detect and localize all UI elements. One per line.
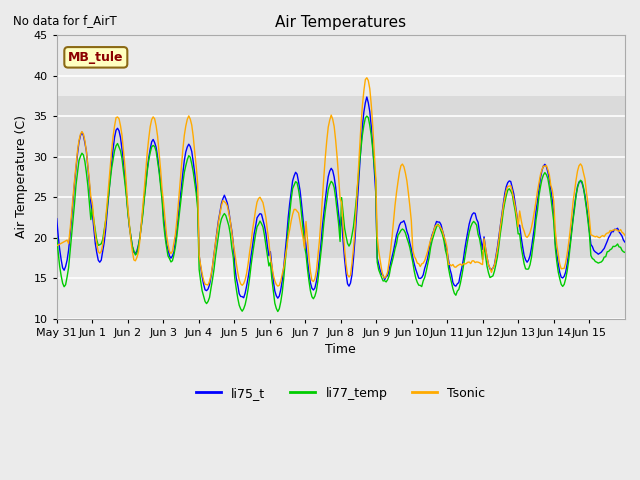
X-axis label: Time: Time [326,343,356,356]
Y-axis label: Air Temperature (C): Air Temperature (C) [15,116,28,239]
Text: MB_tule: MB_tule [68,51,124,64]
Text: No data for f_AirT: No data for f_AirT [13,14,116,27]
Title: Air Temperatures: Air Temperatures [275,15,406,30]
Bar [57,96,625,258]
Legend: li75_t, li77_temp, Tsonic: li75_t, li77_temp, Tsonic [191,382,490,405]
